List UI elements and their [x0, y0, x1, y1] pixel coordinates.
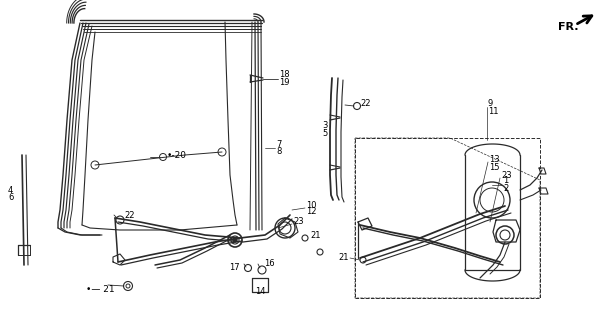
- Text: 12: 12: [306, 207, 316, 217]
- Text: 22: 22: [360, 99, 370, 108]
- Text: 17: 17: [229, 263, 240, 273]
- Text: 19: 19: [279, 77, 290, 86]
- Bar: [355, 138, 540, 298]
- Text: 13: 13: [489, 155, 500, 164]
- Circle shape: [233, 238, 237, 242]
- Text: 14: 14: [255, 286, 266, 295]
- Text: 9: 9: [488, 99, 493, 108]
- Text: 23: 23: [501, 171, 512, 180]
- Text: 18: 18: [279, 69, 290, 78]
- Text: 1: 1: [503, 175, 508, 185]
- Text: 5: 5: [322, 129, 327, 138]
- Text: 22: 22: [124, 212, 134, 220]
- Text: 6: 6: [8, 194, 13, 203]
- Text: 8: 8: [276, 147, 281, 156]
- Text: 2: 2: [503, 183, 508, 193]
- Text: 11: 11: [488, 107, 499, 116]
- Text: 3: 3: [322, 121, 327, 130]
- Text: 4: 4: [8, 186, 13, 195]
- Text: 7: 7: [276, 140, 281, 148]
- Text: •-20: •-20: [167, 150, 187, 159]
- Text: 23: 23: [293, 218, 304, 227]
- Text: 10: 10: [306, 201, 316, 210]
- Text: FR.: FR.: [558, 22, 578, 32]
- Text: 15: 15: [489, 163, 500, 172]
- Text: 21: 21: [338, 253, 348, 262]
- Text: 16: 16: [264, 260, 275, 268]
- Text: •— 21: •— 21: [86, 285, 114, 294]
- Text: 21: 21: [310, 230, 321, 239]
